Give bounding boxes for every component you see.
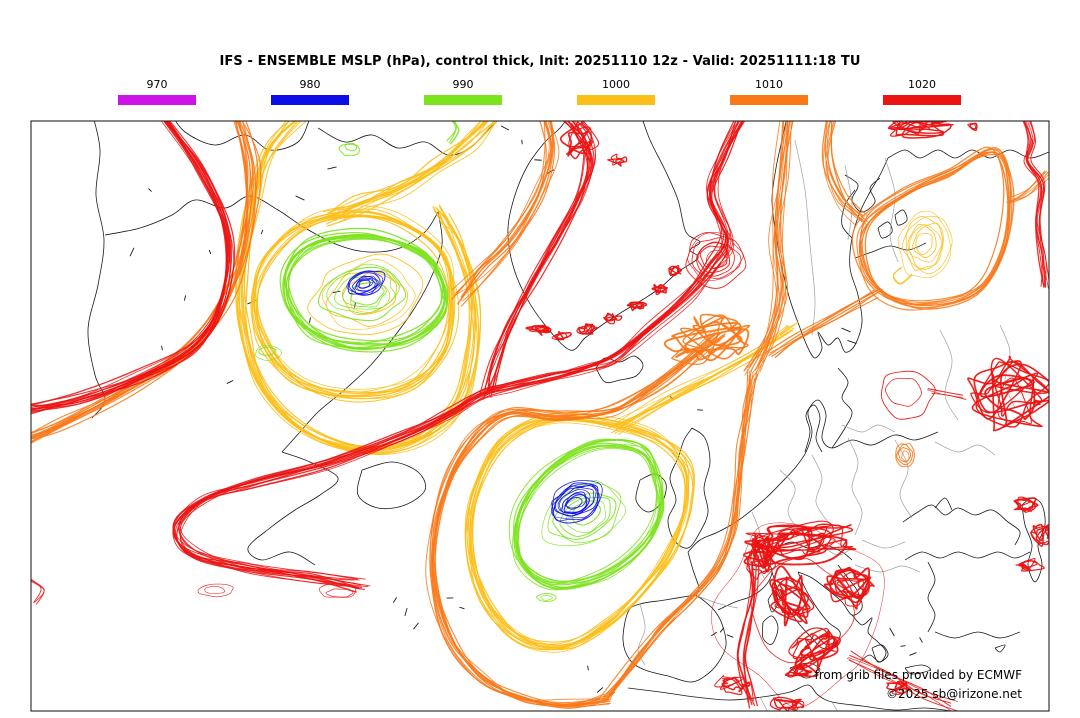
- map-frame: [30, 120, 1050, 712]
- credits-source: from grib files provided by ECMWF: [814, 668, 1022, 682]
- credits: from grib files provided by ECMWF ©2025 …: [814, 666, 1022, 704]
- country-borders-layer: [637, 139, 1016, 711]
- credits-copyright: ©2025 sb@irizone.net: [886, 687, 1022, 701]
- legend-color-bar: [730, 95, 808, 105]
- legend-value-label: 990: [452, 78, 474, 91]
- legend-item-990: 990: [424, 78, 502, 105]
- legend-item-970: 970: [118, 78, 196, 105]
- legend-value-label: 980: [299, 78, 321, 91]
- legend-item-1010: 1010: [730, 78, 808, 105]
- legend-color-bar: [118, 95, 196, 105]
- legend-item-1020: 1020: [883, 78, 961, 105]
- contour-bands-layer: [31, 121, 1049, 711]
- legend-color-bar: [577, 95, 655, 105]
- legend-value-label: 1010: [755, 78, 783, 91]
- legend-color-bar: [424, 95, 502, 105]
- legend-value-label: 970: [146, 78, 168, 91]
- legend-item-1000: 1000: [577, 78, 655, 105]
- chart-title: IFS - ENSEMBLE MSLP (hPa), control thick…: [219, 54, 861, 69]
- legend-value-label: 1020: [908, 78, 936, 91]
- legend-color-bar: [271, 95, 349, 105]
- legend-item-980: 980: [271, 78, 349, 105]
- legend-value-label: 1000: [602, 78, 630, 91]
- contour-legend: 970 980 990 1000 1010 1020: [0, 78, 1080, 110]
- legend-color-bar: [883, 95, 961, 105]
- coastlines-layer: [87, 121, 1049, 711]
